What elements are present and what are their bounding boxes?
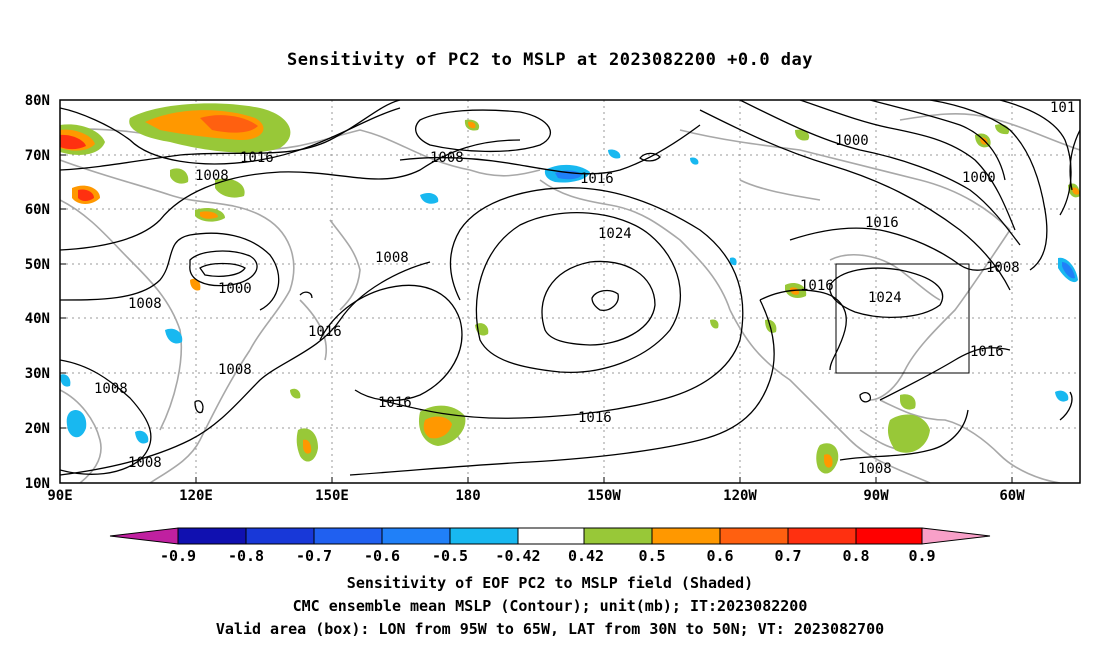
contour-label: 1008 <box>218 362 252 378</box>
contour-label: 1008 <box>375 250 409 266</box>
contour-label: 1016 <box>578 410 612 426</box>
caption-shading: Sensitivity of EOF PC2 to MSLP field (Sh… <box>346 574 754 592</box>
colorbar-label: -0.6 <box>364 547 400 565</box>
lat-label: 30N <box>25 366 50 382</box>
map-frame <box>59 99 1081 484</box>
colorbar-left-arrow <box>109 527 179 545</box>
lat-label: 20N <box>25 421 50 437</box>
colorbar-swatch <box>177 527 247 545</box>
contour-label: 1024 <box>868 290 902 306</box>
lon-label: 120E <box>179 488 213 504</box>
colorbar-labels: -0.9 -0.8 -0.7 -0.6 -0.5 -0.42 0.42 0.5 … <box>160 547 936 565</box>
colorbar-swatch <box>719 527 789 545</box>
contour-label: 1016 <box>240 150 274 166</box>
ticks <box>60 99 1013 484</box>
contour-label: 1000 <box>218 281 252 297</box>
lon-label: 150W <box>587 488 621 504</box>
contour-label: 1008 <box>94 381 128 397</box>
colorbar-swatch <box>517 527 585 545</box>
lat-label: 70N <box>25 148 50 164</box>
colorbar-label: 0.8 <box>842 547 869 565</box>
contour-label: 1024 <box>598 226 632 242</box>
lon-label: 90W <box>863 488 889 504</box>
sensitivity-shading <box>60 103 1080 474</box>
contour-label: 1016 <box>800 278 834 294</box>
lat-label: 60N <box>25 202 50 218</box>
lat-label: 80N <box>25 93 50 109</box>
colorbar-label: 0.42 <box>568 547 604 565</box>
contour-label: 1008 <box>986 260 1020 276</box>
contour-label-layer: 1016 1008 1008 1000 1008 1008 1008 1008 … <box>94 100 1075 477</box>
contour-label: 1008 <box>128 296 162 312</box>
lat-label: 10N <box>25 476 50 492</box>
colorbar-swatch <box>449 527 519 545</box>
lon-label: 120W <box>723 488 757 504</box>
caption-contour: CMC ensemble mean MSLP (Contour); unit(m… <box>292 597 808 615</box>
lat-label: 50N <box>25 257 50 273</box>
contour-label: 1016 <box>580 171 614 187</box>
contour-label: 1000 <box>835 133 869 149</box>
colorbar-label: -0.9 <box>160 547 196 565</box>
contour-label: 1008 <box>858 461 892 477</box>
colorbar-label: -0.42 <box>495 547 540 565</box>
colorbar-label: -0.8 <box>228 547 264 565</box>
lat-labels: 80N 70N 60N 50N 40N 30N 20N 10N <box>25 93 50 492</box>
colorbar <box>109 527 991 545</box>
contour-label: 1008 <box>128 455 162 471</box>
lon-labels: 90E 120E 150E 180 150W 120W 90W 60W <box>47 488 1025 504</box>
contour-label: 1016 <box>865 215 899 231</box>
colorbar-label: 0.5 <box>638 547 665 565</box>
colorbar-label: 0.7 <box>774 547 801 565</box>
lat-label: 40N <box>25 311 50 327</box>
colorbar-swatch <box>651 527 721 545</box>
lon-label: 150E <box>315 488 349 504</box>
colorbar-swatch <box>245 527 315 545</box>
map-title: Sensitivity of PC2 to MSLP at 2023082200… <box>286 50 813 70</box>
colorbar-swatch <box>855 527 923 545</box>
contour-label: 101 <box>1050 100 1075 116</box>
contour-label: 1016 <box>308 324 342 340</box>
contour-label: 1016 <box>378 395 412 411</box>
lon-label: 60W <box>999 488 1025 504</box>
valid-area-box <box>835 263 970 374</box>
colorbar-right-arrow <box>921 527 991 545</box>
contour-label: 1008 <box>195 168 229 184</box>
lon-label: 90E <box>47 488 72 504</box>
contour-label: 1000 <box>962 170 996 186</box>
contour-label: 1008 <box>430 150 464 166</box>
colorbar-swatch <box>583 527 653 545</box>
mslp-contours <box>60 100 1080 476</box>
colorbar-label: 0.9 <box>908 547 935 565</box>
colorbar-label: 0.6 <box>706 547 733 565</box>
colorbar-label: -0.5 <box>432 547 468 565</box>
contour-label: 1016 <box>970 344 1004 360</box>
caption-valid-area: Valid area (box): LON from 95W to 65W, L… <box>215 620 885 638</box>
lon-label: 180 <box>455 488 480 504</box>
colorbar-swatch <box>381 527 451 545</box>
colorbar-label: -0.7 <box>296 547 332 565</box>
colorbar-swatch <box>313 527 383 545</box>
colorbar-swatch <box>787 527 857 545</box>
